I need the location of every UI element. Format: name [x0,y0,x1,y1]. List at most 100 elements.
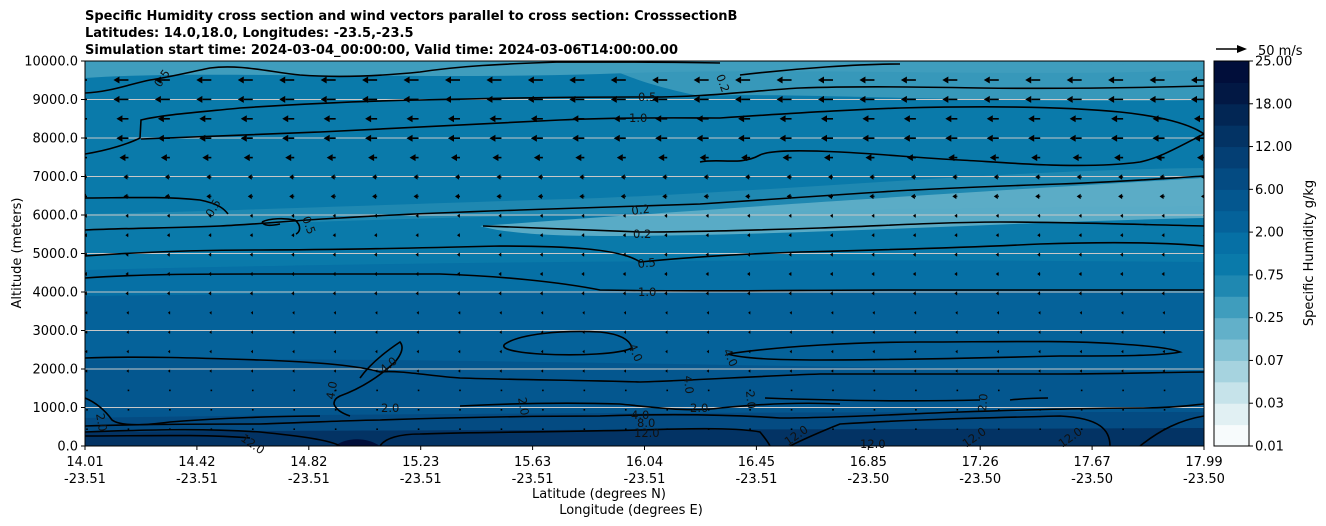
wind-arrow [871,291,875,296]
wind-arrow [624,409,627,411]
wind-arrow [579,193,585,200]
wind-arrow [251,389,254,392]
wind-key: 50 m/s [1216,44,1303,59]
wind-arrow [499,311,502,315]
wind-arrow [824,154,833,162]
wind-arrow [1194,115,1204,123]
wind-arrow [569,76,585,84]
wind-arrow [1035,193,1041,200]
colorbar-segment [1214,125,1249,148]
wind-arrow [983,76,999,84]
wind-arrow [375,330,378,334]
wind-arrow [486,95,502,103]
wind-arrow [1114,154,1124,162]
wind-arrow [748,369,751,373]
wind-arrow [459,389,461,392]
wind-arrow [499,349,502,354]
wind-arrow [457,291,460,296]
colorbar-tick-label: 25.00 [1255,55,1292,70]
wind-arrow [542,389,544,392]
wind-arrow [583,409,586,411]
wind-arrow [86,428,88,430]
wind-arrow [1066,95,1082,103]
wind-arrow [1161,252,1165,257]
wind-vectors [85,76,1204,430]
wind-arrow [164,174,170,180]
wind-arrow [498,271,502,277]
contour-label: 2.0 [381,401,399,415]
wind-arrow [1035,174,1041,180]
wind-arrow [282,115,295,123]
wind-arrow [623,311,626,315]
colorbar-tick-label: 0.07 [1255,354,1284,369]
wind-arrow [330,193,336,200]
contour-line [85,434,251,439]
wind-arrow [1152,134,1165,142]
y-tick-label: 9000.0 [33,93,79,108]
wind-arrow [333,330,336,334]
wind-arrow [1118,193,1124,200]
wind-arrow [126,369,129,373]
wind-arrow [915,428,917,430]
wind-arrow [955,311,958,315]
wind-arrow [448,134,460,142]
wind-arrow [208,233,212,238]
x-tick-label-lon: -23.51 [624,472,666,487]
wind-arrow [915,409,917,411]
wind-arrow [581,271,585,277]
wind-arrow [1159,174,1165,180]
wind-arrow [208,252,212,257]
wind-arrow [415,252,419,257]
contour-line [503,330,633,356]
wind-arrow [745,193,751,200]
wind-arrow [782,154,792,162]
wind-arrow [123,193,129,200]
wind-arrow [610,95,626,103]
wind-arrow [291,252,295,257]
wind-arrow [862,134,875,142]
wind-arrow [622,213,626,218]
wind-arrow [334,389,337,392]
wind-arrow [948,154,958,162]
wind-arrow [789,369,792,373]
wind-arrow [1120,271,1124,277]
wind-arrow [247,193,253,200]
wind-arrow [859,95,875,103]
contour-line [85,415,1204,446]
x-tick-label-lon: -23.51 [735,472,777,487]
wind-arrow [786,174,792,180]
wind-arrow [527,76,543,84]
wind-arrow [997,409,1000,411]
wind-arrow [85,369,88,373]
wind-arrow [333,349,336,354]
colorbar-tick-label: 18.00 [1255,97,1292,112]
wind-arrow [624,428,627,430]
wind-arrow [332,213,336,218]
wind-arrow [291,271,295,277]
wind-arrow [237,95,253,103]
wind-arrow [1028,134,1041,142]
contour-line [727,340,1183,361]
wind-arrow [457,271,460,277]
wind-arrow [1120,213,1124,218]
wind-arrow [1162,311,1165,315]
colorbar-segment [1214,232,1249,254]
x-tick-label-lon: -23.51 [176,472,218,487]
wind-arrow [664,271,668,277]
title-line-2: Latitudes: 14.0,18.0, Longitudes: -23.5,… [85,26,414,41]
y-axis: 0.0 1000.0 2000.0 3000.0 4000.0 5000.0 6000.0 7… [24,55,85,455]
y-tick-label: 2000.0 [33,363,79,378]
wind-arrow [738,134,751,142]
wind-arrow [160,154,170,162]
x-tick-label-lat: 16.85 [850,455,887,470]
wind-arrow [869,174,875,180]
wind-arrow [749,428,751,430]
wind-arrow [865,154,875,162]
contour-line [85,273,1204,292]
wind-arrow [1080,428,1083,430]
wind-arrow [983,95,999,103]
wind-arrow [741,154,751,162]
colorbar-segment [1214,82,1249,105]
wind-arrow [786,193,792,200]
wind-arrow [749,409,751,411]
